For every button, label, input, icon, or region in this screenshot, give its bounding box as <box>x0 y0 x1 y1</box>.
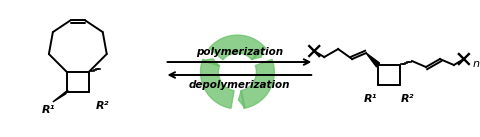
Text: depolymerization: depolymerization <box>189 80 290 90</box>
Polygon shape <box>366 53 380 67</box>
Polygon shape <box>239 91 245 108</box>
Polygon shape <box>240 59 275 108</box>
Polygon shape <box>53 90 68 102</box>
Text: R¹: R¹ <box>42 105 56 115</box>
Polygon shape <box>252 47 265 59</box>
Polygon shape <box>209 35 266 60</box>
Text: n: n <box>473 59 480 69</box>
Text: polymerization: polymerization <box>196 47 283 57</box>
Text: R¹: R¹ <box>363 94 377 104</box>
Polygon shape <box>202 59 219 66</box>
Text: R²: R² <box>401 94 415 104</box>
Text: R²: R² <box>96 101 109 111</box>
Polygon shape <box>201 59 234 108</box>
